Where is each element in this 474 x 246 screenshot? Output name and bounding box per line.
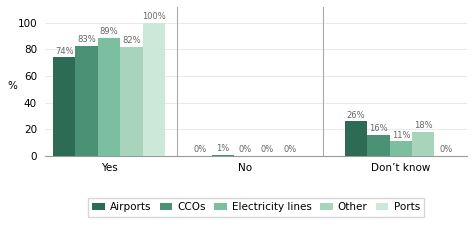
Bar	[53, 58, 75, 156]
Bar	[390, 141, 412, 156]
Text: 83%: 83%	[77, 35, 96, 44]
Bar	[367, 135, 390, 156]
Text: 100%: 100%	[142, 12, 165, 21]
Bar	[412, 132, 435, 156]
Bar	[345, 121, 367, 156]
Text: 26%: 26%	[347, 111, 365, 120]
Text: 1%: 1%	[216, 144, 229, 153]
Text: 0%: 0%	[261, 145, 274, 154]
Bar	[98, 38, 120, 156]
Text: 0%: 0%	[439, 145, 452, 154]
Y-axis label: %: %	[7, 81, 17, 92]
Text: 11%: 11%	[392, 131, 410, 140]
Bar	[211, 154, 234, 156]
Text: 89%: 89%	[100, 27, 118, 36]
Bar	[143, 23, 165, 156]
Text: 74%: 74%	[55, 47, 73, 56]
Bar	[75, 46, 98, 156]
Legend: Airports, CCOs, Electricity lines, Other, Ports: Airports, CCOs, Electricity lines, Other…	[88, 198, 424, 217]
Text: 0%: 0%	[238, 145, 252, 154]
Text: 18%: 18%	[414, 121, 433, 130]
Text: 82%: 82%	[122, 36, 141, 45]
Text: 16%: 16%	[369, 124, 388, 133]
Text: 0%: 0%	[283, 145, 297, 154]
Text: 0%: 0%	[194, 145, 207, 154]
Bar	[120, 47, 143, 156]
